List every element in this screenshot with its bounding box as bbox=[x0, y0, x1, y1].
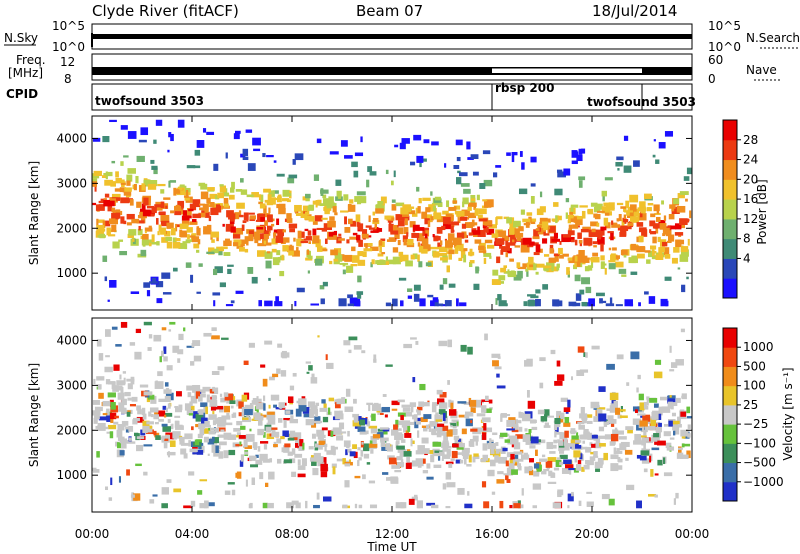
colorbar-swatch bbox=[723, 159, 737, 180]
colorbar-tick-label: 24 bbox=[743, 153, 758, 167]
colorbar-tick-label: −1000 bbox=[743, 475, 784, 489]
freq-panel: Freq. [MHz] 12 8 60 0 Nave bbox=[8, 53, 780, 86]
range-tick-label: 1000 bbox=[56, 266, 87, 280]
colorbar-tick-label: 8 bbox=[743, 232, 751, 246]
velocity-heatmap bbox=[92, 321, 692, 509]
range-tick-label: 3000 bbox=[56, 378, 87, 392]
colorbar-swatch bbox=[723, 424, 737, 444]
range-tick-label: 2000 bbox=[56, 423, 87, 437]
colorbar-tick-label: 500 bbox=[743, 359, 766, 373]
colorbar-swatch bbox=[723, 179, 737, 200]
beam-title: Beam 07 bbox=[356, 2, 423, 20]
cpid-segment-label: twofsound 3503 bbox=[95, 94, 204, 108]
freq-unit: [MHz] bbox=[8, 66, 43, 80]
time-tick-label: 16:00 bbox=[475, 527, 510, 541]
colorbar-swatch bbox=[723, 238, 737, 259]
colorbar-tick-label: 12 bbox=[743, 212, 758, 226]
time-axis: 00:00 04:00 08:00 12:00 16:00 20:00 00:00 bbox=[75, 116, 710, 541]
power-colorbar-label: Power [dB] bbox=[755, 179, 769, 244]
nsky-panel: N.Sky 10^5 10^0 10^5 10^0 N.Search bbox=[4, 19, 800, 54]
colorbar-swatch bbox=[723, 139, 737, 161]
power-ylabel: Slant Range [km] bbox=[27, 161, 41, 265]
power-colorbar: 28 24 20 16 12 8 4 Power [dB] bbox=[722, 119, 769, 299]
time-tick-label: 00:00 bbox=[75, 527, 110, 541]
velocity-colorbar: 1000 500 100 25 −25 −100 −500 −1000 Velocity [m… bbox=[722, 327, 795, 502]
cpid-label: CPID bbox=[6, 87, 38, 101]
nave-label: Nave bbox=[746, 63, 777, 77]
nsky-tick-top: 10^5 bbox=[52, 19, 85, 33]
colorbar-tick-label: −500 bbox=[743, 456, 776, 470]
freq-tick-bottom: 8 bbox=[64, 72, 72, 86]
colorbar-tick-label: 16 bbox=[743, 192, 758, 206]
date-title: 18/Jul/2014 bbox=[592, 2, 677, 20]
velocity-colorbar-label: Velocity [m s⁻¹] bbox=[781, 367, 795, 460]
colorbar-swatch bbox=[723, 366, 737, 387]
station-title: Clyde River (fitACF) bbox=[92, 2, 239, 20]
colorbar-tick-label: −25 bbox=[743, 417, 768, 431]
colorbar-swatch bbox=[723, 218, 737, 240]
colorbar-swatch bbox=[723, 278, 737, 299]
colorbar-swatch bbox=[723, 462, 737, 483]
range-tick-label: 4000 bbox=[56, 333, 87, 347]
range-tick-label: 3000 bbox=[56, 176, 87, 190]
colorbar-tick-label: 4 bbox=[743, 251, 751, 265]
colorbar-tick-label: 28 bbox=[743, 133, 758, 147]
colorbar-tick-label: −100 bbox=[743, 436, 776, 450]
time-tick-label: 08:00 bbox=[275, 527, 310, 541]
colorbar-swatch bbox=[723, 258, 737, 279]
colorbar-tick-label: 25 bbox=[743, 398, 758, 412]
colorbar-swatch bbox=[723, 404, 737, 425]
colorbar-swatch bbox=[723, 481, 737, 502]
cpid-panel: CPID twofsound 3503 rbsp 200 twofsound 350… bbox=[6, 81, 696, 111]
range-tick-label: 1000 bbox=[56, 468, 87, 482]
colorbar-swatch bbox=[723, 120, 737, 141]
power-panel: 1000 2000 3000 4000 Slant Range [km] bbox=[27, 115, 693, 311]
range-tick-label: 2000 bbox=[56, 221, 87, 235]
colorbar-tick-label: 20 bbox=[743, 172, 758, 186]
time-tick-label: 00:00 bbox=[675, 527, 710, 541]
nsky-tick-bottom: 10^0 bbox=[52, 40, 85, 54]
cpid-segment-label: twofsound 3503 bbox=[587, 95, 696, 109]
time-tick-label: 20:00 bbox=[575, 527, 610, 541]
colorbar-swatch bbox=[723, 199, 737, 220]
colorbar-swatch bbox=[723, 443, 737, 464]
colorbar-tick-label: 1000 bbox=[743, 340, 774, 354]
cpid-segment-label: rbsp 200 bbox=[495, 81, 554, 95]
time-tick-label: 12:00 bbox=[375, 527, 410, 541]
freq-label: Freq. bbox=[16, 53, 46, 67]
colorbar-swatch bbox=[723, 328, 737, 348]
nsearch-label: N.Search bbox=[746, 31, 800, 45]
nsky-label: N.Sky bbox=[4, 31, 38, 45]
nave-tick-bottom: 0 bbox=[708, 72, 716, 86]
colorbar-swatch bbox=[723, 347, 737, 367]
power-heatmap bbox=[92, 119, 692, 307]
velocity-panel: 1000 2000 3000 4000 Slant Range [km] bbox=[27, 317, 693, 513]
time-tick-label: 04:00 bbox=[175, 527, 210, 541]
time-axis-label: Time UT bbox=[366, 540, 417, 554]
velocity-ylabel: Slant Range [km] bbox=[27, 363, 41, 467]
colorbar-swatch bbox=[723, 385, 737, 406]
nsearch-tick-bottom: 10^0 bbox=[708, 40, 741, 54]
nave-tick-top: 60 bbox=[708, 53, 723, 67]
range-tick-label: 4000 bbox=[56, 131, 87, 145]
nsearch-tick-top: 10^5 bbox=[708, 19, 741, 33]
freq-tick-top: 12 bbox=[60, 55, 75, 69]
colorbar-tick-label: 100 bbox=[743, 379, 766, 393]
